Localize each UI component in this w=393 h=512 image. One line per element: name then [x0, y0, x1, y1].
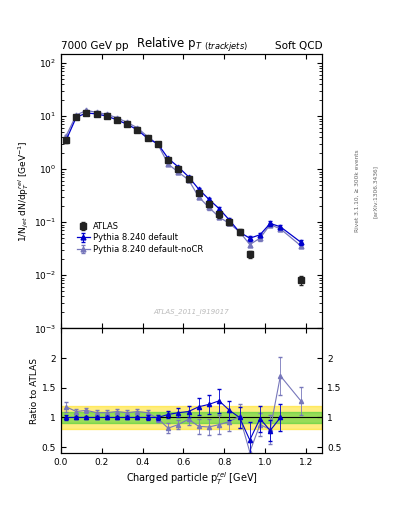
Text: 7000 GeV pp: 7000 GeV pp	[61, 41, 129, 51]
Text: Rivet 3.1.10, ≥ 300k events: Rivet 3.1.10, ≥ 300k events	[355, 150, 360, 232]
Text: Soft QCD: Soft QCD	[275, 41, 322, 51]
Bar	[61, 406, 322, 430]
Text: [arXiv:1306.3436]: [arXiv:1306.3436]	[373, 164, 378, 218]
Legend: ATLAS, Pythia 8.240 default, Pythia 8.240 default-noCR: ATLAS, Pythia 8.240 default, Pythia 8.24…	[75, 220, 205, 255]
Y-axis label: Ratio to ATLAS: Ratio to ATLAS	[30, 358, 39, 424]
X-axis label: Charged particle p$_{T}^{rel}$ [GeV]: Charged particle p$_{T}^{rel}$ [GeV]	[126, 470, 257, 486]
Y-axis label: 1/N$_{jet}$ dN/dp$_{T}^{rel}$ [GeV$^{-1}$]: 1/N$_{jet}$ dN/dp$_{T}^{rel}$ [GeV$^{-1}…	[17, 140, 31, 242]
Title: Relative p$_{T}$ $_{(track jets)}$: Relative p$_{T}$ $_{(track jets)}$	[136, 36, 248, 54]
Text: ATLAS_2011_I919017: ATLAS_2011_I919017	[154, 308, 230, 314]
Bar	[61, 412, 322, 423]
